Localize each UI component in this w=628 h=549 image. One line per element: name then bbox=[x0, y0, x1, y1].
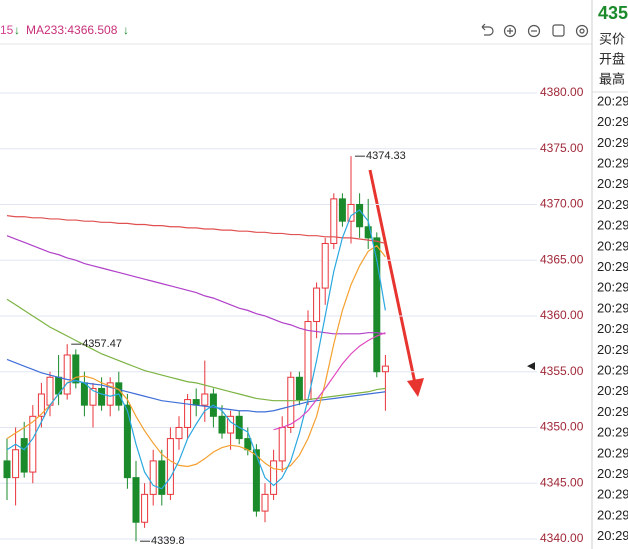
ma-line bbox=[6, 209, 386, 490]
candle-body bbox=[166, 438, 174, 495]
y-tick-label: 4365.00 bbox=[540, 252, 584, 266]
candle-body bbox=[381, 365, 389, 373]
ma-line bbox=[6, 358, 386, 413]
legend-ma233: MA233:4366.508 bbox=[26, 23, 118, 37]
side-time: 20:29 bbox=[597, 404, 628, 419]
legend-arrow: ↓ bbox=[123, 23, 129, 37]
candle-body bbox=[313, 287, 321, 323]
side-time: 20:29 bbox=[597, 425, 628, 440]
candle-body bbox=[278, 426, 286, 462]
candle-body bbox=[29, 415, 37, 473]
candle-body bbox=[252, 449, 260, 512]
side-time: 20:29 bbox=[597, 528, 628, 543]
side-label: 最高 bbox=[599, 71, 625, 86]
annotation-label: 4357.47 bbox=[82, 338, 122, 350]
side-label: 开盘 bbox=[599, 51, 625, 66]
side-time: 20:29 bbox=[597, 507, 628, 522]
candle-body bbox=[175, 426, 183, 440]
side-time: 20:29 bbox=[597, 93, 628, 108]
trend-arrow-head bbox=[407, 378, 424, 397]
annotation-label: 4339.8 bbox=[151, 535, 185, 547]
candle-body bbox=[287, 376, 295, 428]
side-time: 20:29 bbox=[597, 321, 628, 336]
candle-body bbox=[72, 354, 80, 384]
side-time: 20:29 bbox=[597, 156, 628, 171]
candle-body bbox=[132, 477, 140, 523]
side-time: 20:29 bbox=[597, 280, 628, 295]
candle-body bbox=[347, 203, 355, 222]
side-time: 20:29 bbox=[597, 342, 628, 357]
candle-body bbox=[373, 237, 381, 373]
candle-body bbox=[3, 460, 11, 479]
ma-line bbox=[273, 332, 386, 431]
y-tick-label: 4360.00 bbox=[540, 308, 584, 322]
y-tick-label: 4375.00 bbox=[540, 141, 584, 155]
candle-body bbox=[261, 493, 269, 512]
toolbar-icons[interactable] bbox=[481, 23, 589, 38]
side-time: 20:29 bbox=[597, 300, 628, 315]
y-tick-label: 4355.00 bbox=[540, 364, 584, 378]
candle-body bbox=[338, 198, 346, 222]
side-time: 20:29 bbox=[597, 176, 628, 191]
zoom-in-icon[interactable] bbox=[503, 24, 517, 38]
candle-body bbox=[356, 203, 364, 228]
side-time: 20:29 bbox=[597, 445, 628, 460]
candle-body bbox=[321, 242, 329, 289]
candle-body bbox=[184, 399, 192, 428]
ma-line bbox=[6, 244, 386, 471]
side-time: 20:29 bbox=[597, 218, 628, 233]
zoom-out-icon[interactable] bbox=[527, 24, 541, 38]
candle-body bbox=[330, 198, 338, 244]
ma-line bbox=[6, 215, 386, 245]
undo-icon[interactable] bbox=[481, 23, 494, 36]
annotation-label: 4374.33 bbox=[366, 150, 406, 162]
y-tick-label: 4370.00 bbox=[540, 197, 584, 211]
candle-body bbox=[12, 449, 20, 479]
y-tick-label: 4350.00 bbox=[540, 420, 584, 434]
candle-body bbox=[106, 382, 114, 406]
side-time: 20:29 bbox=[597, 383, 628, 398]
side-time: 20:29 bbox=[597, 114, 628, 129]
candle-body bbox=[63, 354, 71, 395]
candle-body bbox=[80, 382, 88, 406]
candle-body bbox=[89, 387, 97, 406]
side-price: 435 bbox=[598, 3, 628, 23]
settings-icon[interactable] bbox=[575, 24, 589, 38]
trend-arrow bbox=[368, 169, 418, 389]
candle-body bbox=[295, 376, 303, 401]
candle-body bbox=[123, 404, 131, 479]
candle-body bbox=[244, 438, 252, 451]
fullscreen-icon[interactable] bbox=[552, 24, 565, 37]
last-price-marker bbox=[527, 362, 535, 371]
candle-body bbox=[201, 393, 209, 406]
candle-body bbox=[270, 460, 278, 495]
y-tick-label: 4380.00 bbox=[540, 85, 584, 99]
candle-body bbox=[20, 438, 28, 473]
side-time: 20:29 bbox=[597, 135, 628, 150]
side-time: 20:29 bbox=[597, 197, 628, 212]
candle-body bbox=[98, 387, 106, 406]
candle-body bbox=[46, 376, 54, 406]
candle-body bbox=[141, 493, 149, 523]
side-time: 20:29 bbox=[597, 466, 628, 481]
y-tick-label: 4340.00 bbox=[540, 531, 584, 545]
side-time: 20:29 bbox=[597, 487, 628, 502]
candle-body bbox=[149, 460, 157, 495]
side-time: 20:29 bbox=[597, 238, 628, 253]
legend-period: 15 bbox=[0, 23, 14, 37]
y-tick-label: 4345.00 bbox=[540, 475, 584, 489]
ma-line bbox=[6, 298, 386, 402]
side-time: 20:29 bbox=[597, 259, 628, 274]
candle-body bbox=[218, 415, 226, 434]
side-time: 20:29 bbox=[597, 363, 628, 378]
candle-body bbox=[158, 460, 166, 495]
candle-body bbox=[227, 415, 235, 434]
candle-body bbox=[37, 393, 45, 417]
side-label: 买价 bbox=[599, 31, 625, 46]
legend-arrow: ↓ bbox=[14, 23, 20, 37]
